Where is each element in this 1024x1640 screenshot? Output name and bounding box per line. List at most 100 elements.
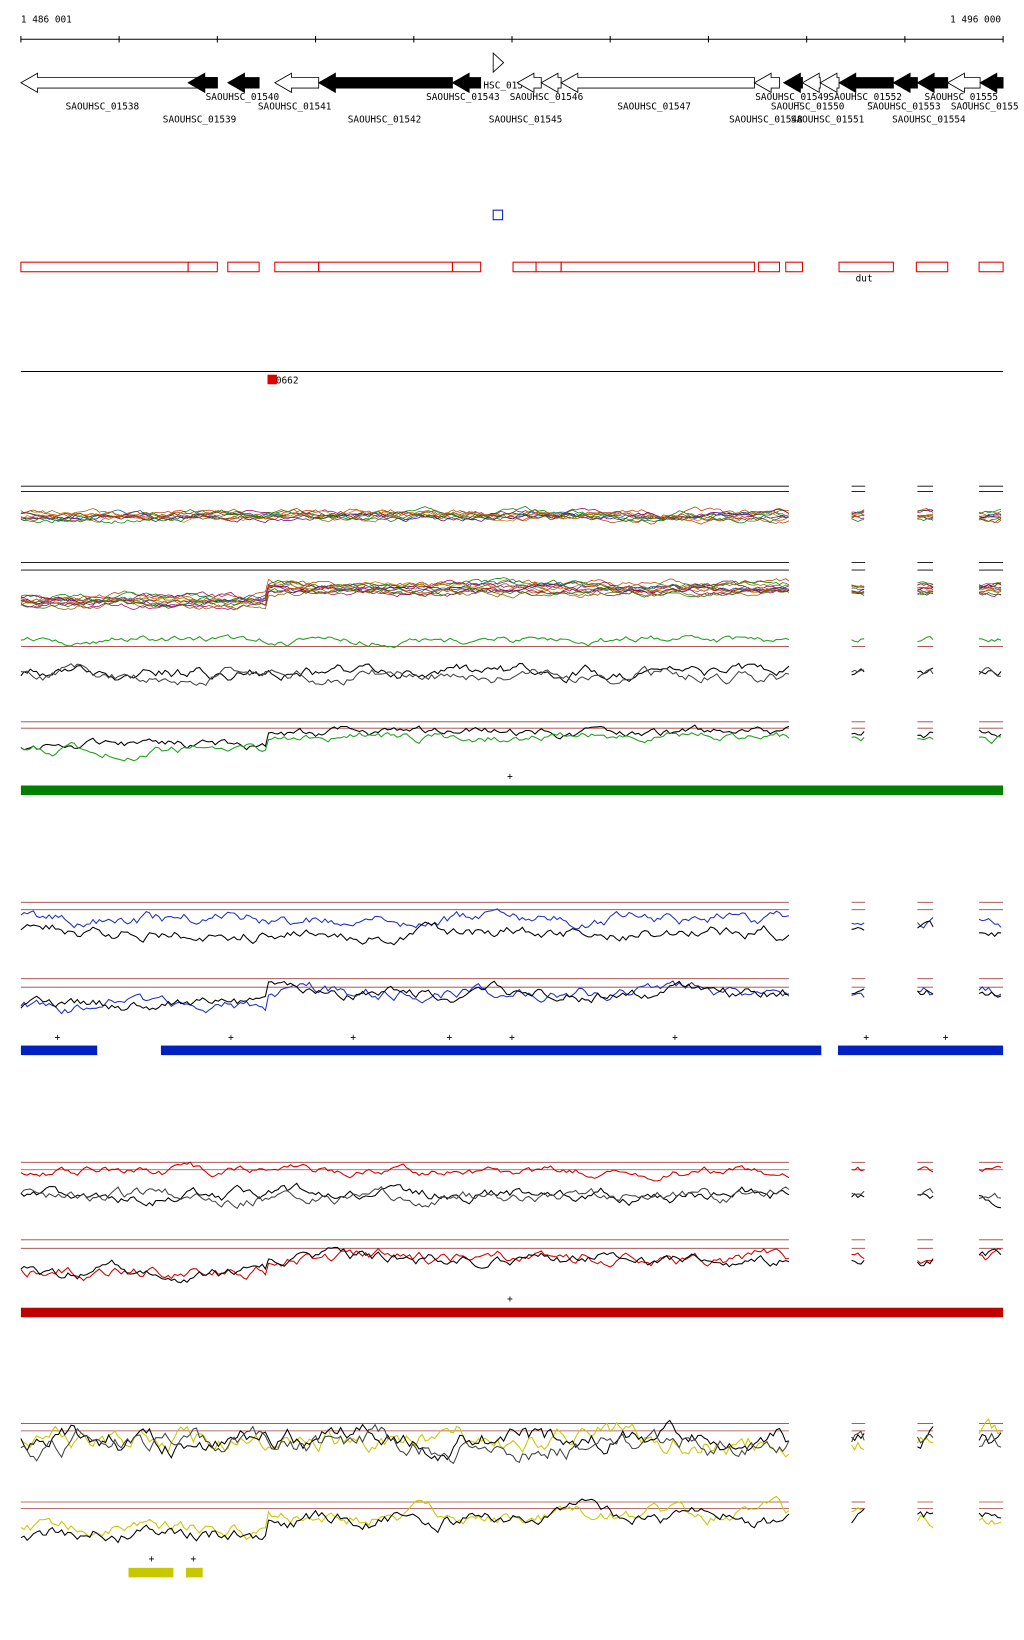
trace (20, 1498, 790, 1544)
trace (978, 729, 1002, 738)
trace (20, 980, 790, 1015)
trace (978, 582, 1002, 588)
cds-box (274, 261, 320, 273)
trace (978, 1417, 1002, 1435)
trace (979, 518, 1002, 522)
marker: + (228, 1033, 234, 1044)
trace (979, 515, 1002, 519)
gene-label: SAOUHSC_0155 (951, 102, 1019, 113)
trace (20, 662, 790, 684)
gene-label: SAOUHSC_01545 (489, 114, 563, 125)
trace (978, 585, 1002, 591)
trace (851, 1441, 865, 1451)
region-bar (20, 1045, 98, 1056)
gene (782, 72, 803, 94)
trace (851, 518, 865, 522)
trace (851, 1190, 865, 1196)
cds-box (318, 261, 453, 273)
marker: + (507, 771, 513, 782)
trace (979, 514, 1002, 518)
marker: + (350, 1033, 356, 1044)
trace (851, 638, 865, 643)
trace (851, 1430, 865, 1443)
trace (917, 731, 934, 739)
trace (978, 1432, 1002, 1448)
trace (978, 1192, 1002, 1200)
trace (20, 512, 789, 524)
trace (20, 724, 790, 751)
gene-label: SAOUHSC_01551 (791, 114, 865, 125)
marker: + (55, 1033, 61, 1044)
trace (917, 581, 934, 585)
marker: + (509, 1033, 515, 1044)
trace (20, 1419, 790, 1462)
trace (851, 1252, 865, 1260)
trace (978, 592, 1002, 597)
trace (978, 667, 1002, 677)
trace (20, 577, 790, 603)
gene (273, 72, 320, 94)
trace (979, 932, 1002, 938)
cds-box (785, 261, 804, 273)
trace (917, 1193, 934, 1200)
trace (978, 588, 1002, 594)
gene-label: SAOUHSC_01549 (755, 92, 829, 103)
gene-label: SAOUHSC_01555 (925, 92, 999, 103)
gene-label: SAOUHSC_01547 (617, 102, 691, 113)
trace (851, 736, 865, 742)
gene-label: SAOUHSC_01553 (867, 102, 941, 113)
site-marker (267, 374, 277, 385)
gene (946, 72, 981, 94)
gene-label: SAOUHSC_01539 (163, 114, 237, 125)
trace (917, 1511, 934, 1518)
trace (917, 509, 934, 513)
trace (978, 991, 1002, 998)
gene-label: SAOUHSC_01554 (892, 114, 966, 125)
trace (917, 987, 934, 996)
trace (20, 663, 790, 686)
trace (20, 1247, 789, 1282)
cds-box (758, 261, 781, 273)
trace (917, 516, 934, 522)
trace (978, 1248, 1002, 1261)
trace (851, 1507, 865, 1513)
gene-label: SAOUHSC_01540 (206, 92, 280, 103)
trace (978, 1432, 1002, 1445)
cds-box (560, 261, 755, 273)
gene-label: SAOUHSC_01543 (426, 92, 500, 103)
trace (20, 980, 790, 1011)
trace (917, 668, 934, 679)
trace (20, 1182, 790, 1207)
trace (20, 921, 790, 946)
gene (187, 72, 218, 94)
trace (20, 581, 789, 604)
cds-box (187, 261, 218, 273)
trace (20, 587, 790, 610)
trace (20, 634, 790, 649)
trace (917, 989, 934, 996)
gene (317, 72, 453, 94)
cds-box (915, 261, 949, 273)
gene (979, 72, 1004, 94)
range-end: 1 496 000 (950, 15, 1001, 26)
trace (851, 1508, 865, 1524)
trace (20, 508, 790, 521)
region-bar (160, 1045, 822, 1056)
trace (851, 1259, 865, 1265)
trace (978, 986, 1002, 997)
gene-label: SAOUHSC_01541 (258, 102, 332, 113)
trace (916, 1436, 934, 1444)
gene-label: HSC_01544 (483, 80, 534, 91)
trace (917, 1166, 934, 1173)
marker: + (672, 1033, 678, 1044)
trace (851, 922, 865, 926)
trace (20, 1423, 790, 1465)
marker: + (943, 1033, 949, 1044)
trace (978, 917, 1002, 928)
cds-box (512, 261, 537, 273)
trace (851, 988, 865, 995)
gene-label: SAOUHSC_01548 (729, 114, 803, 125)
trace (851, 1166, 865, 1172)
trace (20, 1161, 790, 1182)
